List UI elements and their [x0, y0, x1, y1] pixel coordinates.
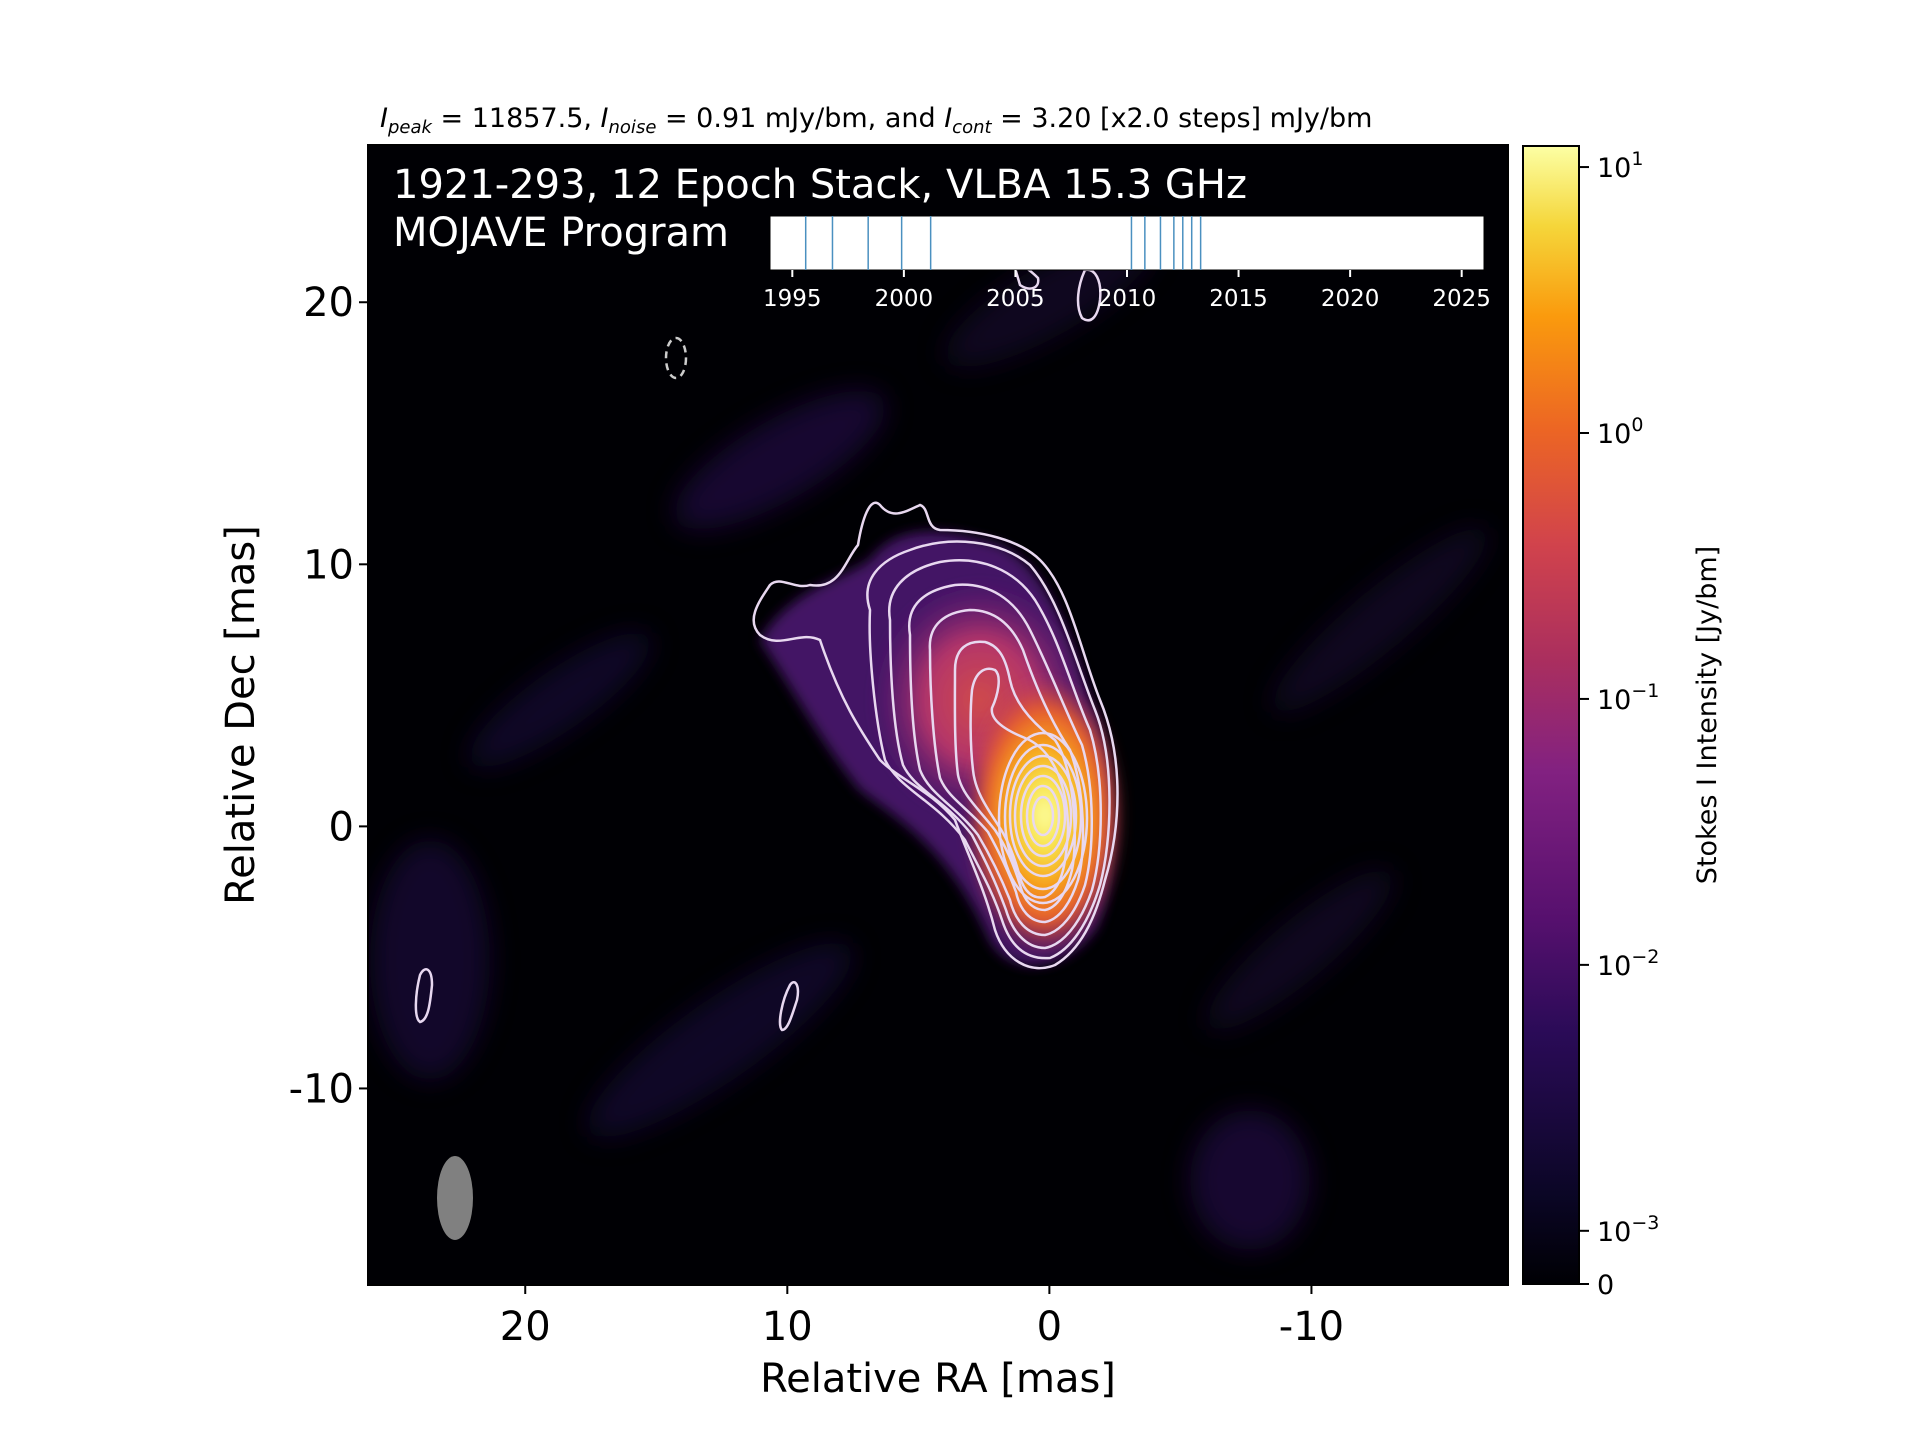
contour-negative	[664, 336, 688, 380]
epoch-timeline: 1995 2000 2005 2010 2015 2020 2025	[763, 215, 1491, 312]
overlay-title-line1: 1921-293, 12 Epoch Stack, VLBA 15.3 GHz	[393, 162, 1247, 208]
colorbar-ticks: 0 10−3 10−2 10−1 100 101	[1579, 148, 1659, 1301]
contour-4	[907, 583, 1093, 937]
timeline-tick-label: 1995	[763, 286, 822, 312]
timeline-tick-label: 2010	[1098, 286, 1157, 312]
noise-value-text: = 0.91 mJy/bm, and	[656, 103, 944, 134]
cont-symbol: I	[944, 103, 952, 134]
contour-island-left	[414, 968, 434, 1024]
peak-symbol: I	[380, 103, 388, 134]
timeline-tick-label: 2025	[1432, 286, 1491, 312]
contour-13	[1025, 784, 1061, 848]
colorbar-tick-label: 10−2	[1597, 946, 1659, 982]
contour-8	[997, 731, 1089, 905]
peak-value-text: = 11857.5,	[432, 103, 601, 134]
y-tick-label: 10	[303, 542, 354, 588]
map-frame	[367, 144, 1509, 1286]
y-tick-label: -10	[289, 1066, 354, 1112]
x-tick-label: 20	[500, 1304, 551, 1350]
peak-subscript: peak	[387, 117, 434, 138]
contours	[414, 264, 1119, 1032]
timeline-tick-label: 2020	[1321, 286, 1380, 312]
ra-axis-ticks: 20 10 0 -10	[500, 1285, 1344, 1350]
contour-5	[928, 608, 1085, 924]
colorbar-label: Stokes I Intensity [Jy/bm]	[1692, 546, 1723, 884]
noise-subscript: noise	[609, 117, 657, 138]
overlay-title-line2: MOJAVE Program	[393, 210, 729, 256]
contour-7	[969, 667, 1070, 899]
noise-symbol: I	[601, 103, 609, 134]
contour-2	[866, 540, 1111, 960]
contour-11	[1013, 764, 1073, 868]
y-axis-label: Relative Dec [mas]	[218, 525, 264, 905]
x-tick-label: 0	[1037, 1304, 1062, 1350]
beam-ellipse	[437, 1156, 473, 1240]
contour-island-mid	[778, 981, 800, 1032]
y-tick-label: 0	[329, 804, 354, 850]
contour-3	[887, 559, 1102, 950]
contour-10	[1008, 754, 1078, 878]
timeline-tick-label: 2015	[1209, 286, 1268, 312]
dec-axis-ticks: 20 10 0 -10	[289, 280, 368, 1112]
x-axis-label: Relative RA [mas]	[760, 1356, 1116, 1402]
contour-outer	[752, 501, 1119, 970]
colorbar-tick-label: 0	[1597, 1270, 1614, 1301]
x-tick-label: -10	[1279, 1304, 1344, 1350]
contour-9	[1003, 743, 1083, 891]
contour-14	[1031, 795, 1055, 837]
contour-island-topright	[1076, 268, 1102, 322]
colorbar-tick-label: 100	[1597, 414, 1643, 450]
colorbar-tick-label: 10−3	[1597, 1212, 1659, 1248]
intensity-map: 1921-293, 12 Epoch Stack, VLBA 15.3 GHz …	[368, 145, 1508, 1285]
colorbar-tick-label: 10−1	[1597, 680, 1659, 716]
timeline-tick-label: 2005	[986, 286, 1045, 312]
timeline-epochs	[804, 216, 1202, 270]
map-header: Ipeak = 11857.5, Inoise = 0.91 mJy/bm, a…	[380, 103, 1372, 138]
cont-subscript: cont	[952, 117, 992, 138]
y-tick-label: 20	[303, 280, 354, 326]
colorbar: 0 10−3 10−2 10−1 100 101 Stokes I Intensity […	[1522, 145, 1723, 1301]
cont-value-text: = 3.20 [x2.0 steps] mJy/bm	[992, 103, 1373, 134]
x-tick-label: 10	[762, 1304, 813, 1350]
timeline-box	[769, 215, 1485, 271]
timeline-ticks: 1995 2000 2005 2010 2015 2020 2025	[763, 270, 1491, 312]
colorbar-tick-label: 101	[1597, 148, 1643, 184]
colorbar-gradient	[1522, 145, 1580, 1285]
timeline-tick-label: 2000	[875, 286, 934, 312]
contour-12	[1019, 774, 1067, 858]
